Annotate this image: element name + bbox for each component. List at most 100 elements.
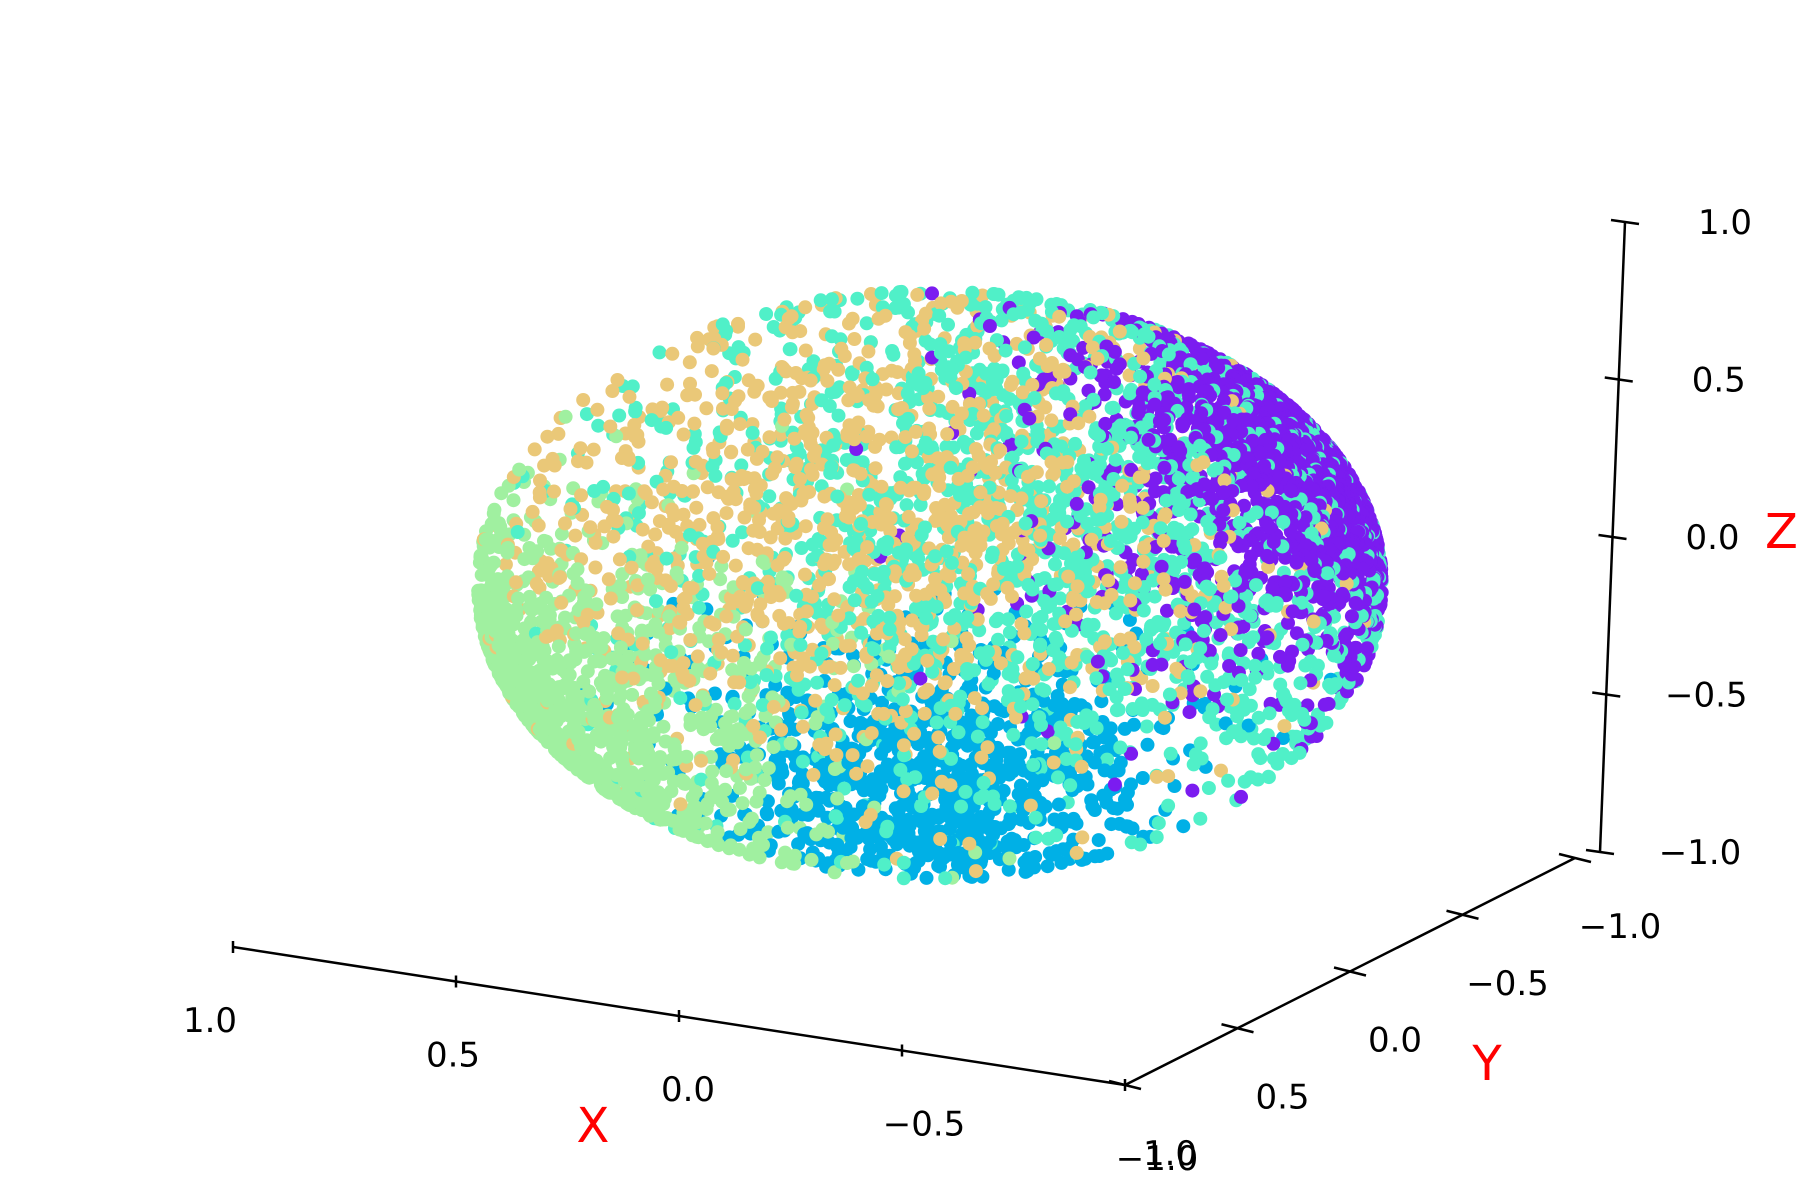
scatter-point [707,686,722,701]
scatter-point [590,402,605,417]
scatter-point [727,696,742,711]
scatter-point [1087,735,1102,749]
scatter-point [509,575,523,590]
scatter-point [875,771,890,786]
scatter-point [923,769,938,784]
scatter-point [757,773,772,787]
scatter-point [704,364,719,379]
scatter-point [933,345,948,360]
data-points [471,284,1389,886]
scatter-point [954,852,969,867]
scatter-point [1052,309,1067,324]
scatter-point [982,341,997,356]
scatter-point [831,408,846,423]
scatter-point [1024,294,1039,309]
scatter-point [772,753,787,768]
scatter-point [762,430,777,445]
scatter-point [531,518,546,533]
z-axis-ticks: 1.00.50.0−0.5−1.0 [1585,203,1752,873]
z-tick-mark [1585,848,1615,856]
scatter-point [933,296,948,311]
scatter-point [1063,322,1078,337]
scatter-point [1331,695,1346,710]
scatter-point [1320,566,1335,581]
scatter-point [705,441,720,456]
scatter-point [1151,816,1166,831]
scatter-point [1063,778,1078,793]
scatter-point [1157,710,1172,725]
scatter-point [762,489,777,504]
scatter-point [948,736,963,751]
scatter-point [1133,369,1148,384]
scatter-point [741,689,756,704]
scatter-point [980,740,995,755]
scatter-point [1106,400,1121,415]
scatter-point [795,754,810,769]
scatter-point [773,651,788,666]
scatter-point [849,766,864,781]
scatter-point [920,817,935,832]
scatter-point [1084,793,1099,808]
scatter-point [494,486,509,501]
scatter-point [1193,736,1208,751]
scatter-point [735,525,750,540]
scatter-point [591,418,606,433]
x-tick-label: 0.0 [661,1070,715,1110]
scatter-point [831,362,846,377]
y-tick-label: 0.0 [1368,1021,1422,1061]
scatter-point [644,413,659,428]
scatter-point [783,342,798,357]
scatter-point [747,384,762,399]
scatter-point [735,352,750,367]
scatter-point [917,321,932,336]
scatter-point [1097,387,1112,402]
scatter-point [1125,325,1140,340]
x-tick-label: 0.5 [426,1036,480,1076]
scatter-point [827,304,842,319]
scatter-point [789,588,804,603]
x-tick-label: −1.0 [1116,1139,1199,1179]
y-tick-mark [1221,1023,1254,1034]
scatter-point [525,504,540,519]
scatter-point [954,799,968,814]
scatter-point [1087,755,1102,770]
scatter-point [918,333,933,348]
scatter-point [506,493,521,508]
y-axis-ticks: −1.0−0.50.00.51.0 [1108,852,1662,1174]
scatter-point [1069,845,1084,860]
scatter-point [1035,773,1050,788]
scatter-point [808,693,823,708]
scatter-point [965,285,980,300]
scatter-point [1032,710,1047,725]
scatter-point [605,384,620,398]
scatter-point [836,820,851,835]
scatter-point [850,291,865,306]
scatter-point [1141,329,1156,344]
scatter-point [881,733,896,748]
scatter-point [1111,763,1126,778]
scatter-point [813,293,828,308]
scatter-point [956,434,971,449]
scatter-point [1112,324,1127,339]
scatter-point [1171,380,1186,395]
y-tick-label: 1.0 [1143,1134,1197,1174]
scatter-point [1182,705,1197,720]
y-tick-label: −1.0 [1579,907,1662,947]
scatter-point [889,837,904,852]
scatter-point [787,431,802,446]
scatter-point [551,639,566,654]
scatter-point [968,864,983,879]
scatter-point [1167,520,1182,535]
scatter-point [1292,745,1307,760]
scatter-point [1160,603,1174,618]
scatter-point [845,311,860,326]
scatter-point [1040,359,1055,373]
y-tick-mark [1558,852,1592,864]
scatter-point [798,343,813,358]
scatter-point [1086,310,1101,325]
y-tick-label: −0.5 [1466,964,1549,1004]
scatter-point [945,790,960,805]
scatter-point [804,852,819,867]
scatter-point [1116,646,1130,660]
